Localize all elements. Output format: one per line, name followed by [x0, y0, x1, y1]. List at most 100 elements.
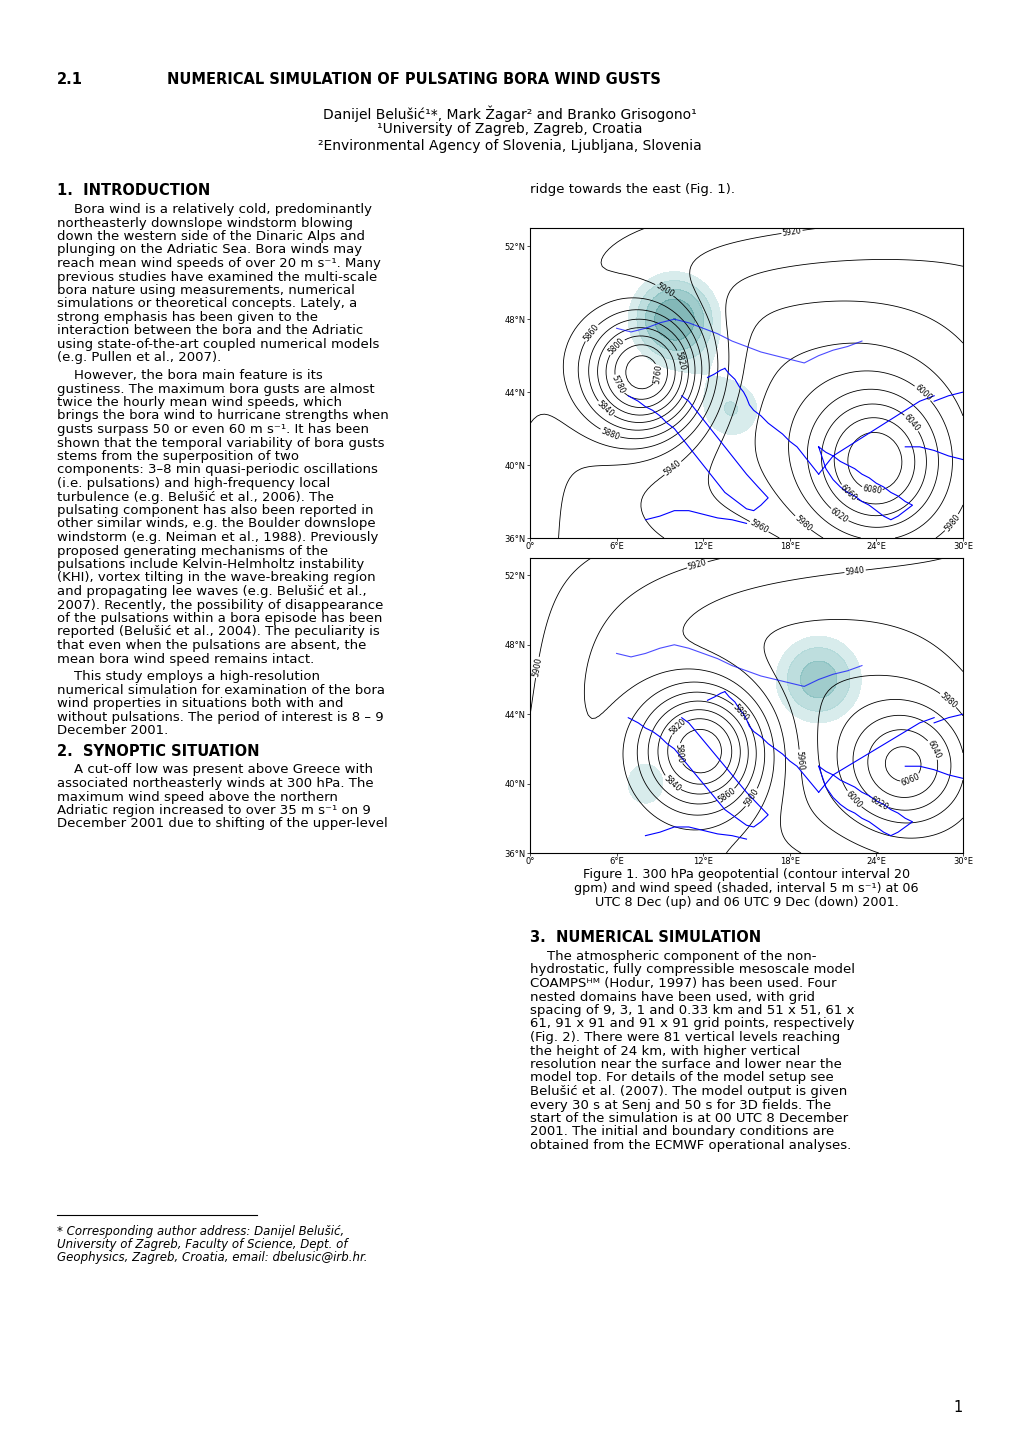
Text: associated northeasterly winds at 300 hPa. The: associated northeasterly winds at 300 hP…	[57, 776, 373, 789]
Text: 6000: 6000	[912, 382, 932, 403]
Text: the height of 24 km, with higher vertical: the height of 24 km, with higher vertica…	[530, 1045, 800, 1058]
Text: 6020: 6020	[868, 795, 890, 812]
Text: 5920: 5920	[781, 227, 801, 238]
Text: December 2001.: December 2001.	[57, 724, 168, 737]
Text: Adriatic region increased to over 35 m s⁻¹ on 9: Adriatic region increased to over 35 m s…	[57, 804, 370, 817]
Text: other similar winds, e.g. the Boulder downslope: other similar winds, e.g. the Boulder do…	[57, 518, 375, 531]
Text: spacing of 9, 3, 1 and 0.33 km and 51 x 51, 61 x: spacing of 9, 3, 1 and 0.33 km and 51 x …	[530, 1004, 854, 1017]
Text: 6040: 6040	[924, 739, 942, 760]
Text: NUMERICAL SIMULATION OF PULSATING BORA WIND GUSTS: NUMERICAL SIMULATION OF PULSATING BORA W…	[167, 72, 660, 87]
Text: resolution near the surface and lower near the: resolution near the surface and lower ne…	[530, 1058, 841, 1071]
Text: 5960: 5960	[794, 750, 805, 771]
Text: 5840: 5840	[595, 400, 614, 418]
Text: reach mean wind speeds of over 20 m s⁻¹. Many: reach mean wind speeds of over 20 m s⁻¹.…	[57, 257, 380, 270]
Text: However, the bora main feature is its: However, the bora main feature is its	[57, 369, 322, 382]
Text: 5800: 5800	[605, 336, 626, 356]
Text: reported (Belušić et al., 2004). The peculiarity is: reported (Belušić et al., 2004). The pec…	[57, 625, 379, 638]
Text: 5900: 5900	[742, 786, 760, 808]
Text: 5900: 5900	[531, 657, 543, 678]
Text: (i.e. pulsations) and high-frequency local: (i.e. pulsations) and high-frequency loc…	[57, 478, 330, 491]
Text: gusts surpass 50 or even 60 m s⁻¹. It has been: gusts surpass 50 or even 60 m s⁻¹. It ha…	[57, 423, 369, 436]
Text: components: 3–8 min quasi-periodic oscillations: components: 3–8 min quasi-periodic oscil…	[57, 463, 377, 476]
Text: bora nature using measurements, numerical: bora nature using measurements, numerica…	[57, 284, 355, 297]
Text: The atmospheric component of the non-: The atmospheric component of the non-	[530, 949, 815, 962]
Text: 2001. The initial and boundary conditions are: 2001. The initial and boundary condition…	[530, 1126, 834, 1139]
Text: 61, 91 x 91 and 91 x 91 grid points, respectively: 61, 91 x 91 and 91 x 91 grid points, res…	[530, 1017, 854, 1030]
Text: Belušić et al. (2007). The model output is given: Belušić et al. (2007). The model output …	[530, 1085, 847, 1098]
Text: 2007). Recently, the possibility of disappearance: 2007). Recently, the possibility of disa…	[57, 599, 383, 612]
Text: 5820: 5820	[667, 717, 688, 737]
Text: 5960: 5960	[748, 518, 769, 535]
Text: (KHI), vortex tilting in the wave-breaking region: (KHI), vortex tilting in the wave-breaki…	[57, 571, 375, 584]
Text: (Fig. 2). There were 81 vertical levels reaching: (Fig. 2). There were 81 vertical levels …	[530, 1030, 840, 1043]
Text: 5940: 5940	[662, 459, 683, 478]
Text: 5920: 5920	[686, 557, 707, 571]
Text: numerical simulation for examination of the bora: numerical simulation for examination of …	[57, 684, 384, 697]
Text: proposed generating mechanisms of the: proposed generating mechanisms of the	[57, 544, 328, 557]
Text: strong emphasis has been given to the: strong emphasis has been given to the	[57, 312, 318, 325]
Text: COAMPSᴴᴹ (Hodur, 1997) has been used. Four: COAMPSᴴᴹ (Hodur, 1997) has been used. Fo…	[530, 977, 836, 990]
Text: windstorm (e.g. Neiman et al., 1988). Previously: windstorm (e.g. Neiman et al., 1988). Pr…	[57, 531, 378, 544]
Text: (e.g. Pullen et al., 2007).: (e.g. Pullen et al., 2007).	[57, 352, 221, 365]
Text: northeasterly downslope windstorm blowing: northeasterly downslope windstorm blowin…	[57, 216, 353, 229]
Text: model top. For details of the model setup see: model top. For details of the model setu…	[530, 1072, 833, 1085]
Text: 6040: 6040	[902, 413, 921, 433]
Text: 2.1: 2.1	[57, 72, 83, 87]
Text: start of the simulation is at 00 UTC 8 December: start of the simulation is at 00 UTC 8 D…	[530, 1113, 847, 1126]
Text: 5860: 5860	[581, 322, 600, 343]
Text: stems from the superposition of two: stems from the superposition of two	[57, 450, 299, 463]
Text: interaction between the bora and the Adriatic: interaction between the bora and the Adr…	[57, 325, 363, 338]
Text: gpm) and wind speed (shaded, interval 5 m s⁻¹) at 06: gpm) and wind speed (shaded, interval 5 …	[574, 882, 918, 895]
Text: * Corresponding author address: Danijel Belušić,: * Corresponding author address: Danijel …	[57, 1225, 344, 1238]
Text: 6060: 6060	[899, 772, 920, 788]
Text: 5840: 5840	[661, 773, 682, 794]
Text: Danijel Belušić¹*, Mark Žagar² and Branko Grisogono¹: Danijel Belušić¹*, Mark Žagar² and Brank…	[323, 105, 696, 121]
Text: without pulsations. The period of interest is 8 – 9: without pulsations. The period of intere…	[57, 710, 383, 723]
Text: 6000: 6000	[843, 789, 863, 810]
Text: pulsating component has also been reported in: pulsating component has also been report…	[57, 504, 373, 517]
Text: 5980: 5980	[937, 690, 958, 710]
Text: 5900: 5900	[653, 281, 675, 299]
Text: wind properties in situations both with and: wind properties in situations both with …	[57, 697, 343, 710]
Text: 5880: 5880	[731, 703, 750, 723]
Text: plunging on the Adriatic Sea. Bora winds may: plunging on the Adriatic Sea. Bora winds…	[57, 244, 362, 257]
Text: 5820: 5820	[674, 349, 687, 371]
Text: every 30 s at Senj and 50 s for 3D fields. The: every 30 s at Senj and 50 s for 3D field…	[530, 1098, 830, 1111]
Text: nested domains have been used, with grid: nested domains have been used, with grid	[530, 990, 814, 1003]
Text: that even when the pulsations are absent, the: that even when the pulsations are absent…	[57, 639, 366, 652]
Text: Figure 1. 300 hPa geopotential (contour interval 20: Figure 1. 300 hPa geopotential (contour …	[583, 869, 909, 882]
Text: A cut-off low was present above Greece with: A cut-off low was present above Greece w…	[57, 763, 373, 776]
Text: Geophysics, Zagreb, Croatia, email: dbelusic@irb.hr.: Geophysics, Zagreb, Croatia, email: dbel…	[57, 1251, 367, 1264]
Text: 5880: 5880	[599, 426, 620, 442]
Text: brings the bora wind to hurricane strengths when: brings the bora wind to hurricane streng…	[57, 410, 388, 423]
Text: 5780: 5780	[609, 374, 626, 395]
Text: 2.  SYNOPTIC SITUATION: 2. SYNOPTIC SITUATION	[57, 743, 259, 759]
Text: University of Zagreb, Faculty of Science, Dept. of: University of Zagreb, Faculty of Science…	[57, 1238, 347, 1251]
Text: maximum wind speed above the northern: maximum wind speed above the northern	[57, 791, 337, 804]
Text: twice the hourly mean wind speeds, which: twice the hourly mean wind speeds, which	[57, 395, 341, 408]
Text: obtained from the ECMWF operational analyses.: obtained from the ECMWF operational anal…	[530, 1139, 851, 1152]
Text: This study employs a high-resolution: This study employs a high-resolution	[57, 670, 320, 683]
Text: simulations or theoretical concepts. Lately, a: simulations or theoretical concepts. Lat…	[57, 297, 357, 310]
Text: 5860: 5860	[715, 786, 737, 805]
Text: ²Environmental Agency of Slovenia, Ljubljana, Slovenia: ²Environmental Agency of Slovenia, Ljubl…	[318, 139, 701, 153]
Text: turbulence (e.g. Belušić et al., 2006). The: turbulence (e.g. Belušić et al., 2006). …	[57, 491, 333, 504]
Text: 6080: 6080	[861, 485, 881, 496]
Text: UTC 8 Dec (up) and 06 UTC 9 Dec (down) 2001.: UTC 8 Dec (up) and 06 UTC 9 Dec (down) 2…	[594, 896, 898, 909]
Text: of the pulsations within a bora episode has been: of the pulsations within a bora episode …	[57, 612, 382, 625]
Text: 5940: 5940	[844, 566, 864, 577]
Text: 5760: 5760	[651, 364, 662, 384]
Text: pulsations include Kelvin-Helmholtz instability: pulsations include Kelvin-Helmholtz inst…	[57, 558, 364, 571]
Text: 3.  NUMERICAL SIMULATION: 3. NUMERICAL SIMULATION	[530, 929, 760, 945]
Text: 5980: 5980	[792, 514, 812, 532]
Text: using state-of-the-art coupled numerical models: using state-of-the-art coupled numerical…	[57, 338, 379, 351]
Text: and propagating lee waves (e.g. Belušić et al.,: and propagating lee waves (e.g. Belušić …	[57, 584, 366, 597]
Text: 5980: 5980	[942, 512, 961, 532]
Text: shown that the temporal variability of bora gusts: shown that the temporal variability of b…	[57, 436, 384, 450]
Text: 6020: 6020	[828, 506, 849, 524]
Text: ¹University of Zagreb, Zagreb, Croatia: ¹University of Zagreb, Zagreb, Croatia	[377, 123, 642, 136]
Text: 6060: 6060	[838, 483, 858, 502]
Text: 5800: 5800	[673, 743, 684, 763]
Text: previous studies have examined the multi-scale: previous studies have examined the multi…	[57, 270, 377, 283]
Text: December 2001 due to shifting of the upper-level: December 2001 due to shifting of the upp…	[57, 818, 387, 831]
